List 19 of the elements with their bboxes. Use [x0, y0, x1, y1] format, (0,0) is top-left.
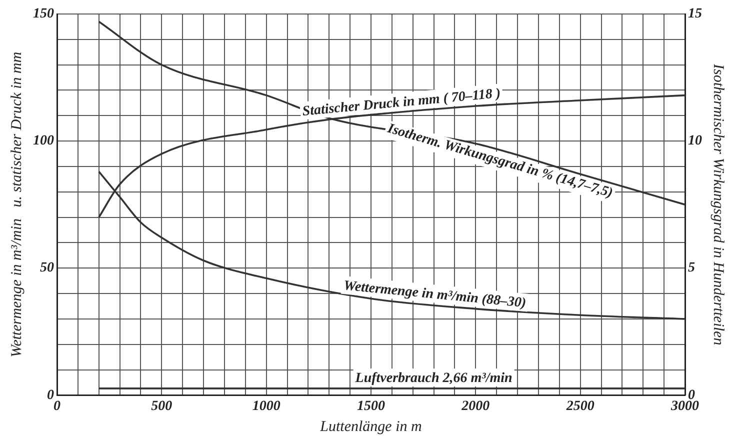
y-tick-label: 150: [33, 6, 54, 22]
x-tick-label: 2000: [460, 399, 490, 414]
x-tick-label: 3000: [670, 399, 699, 414]
text: Wettermenge in m³/min (88–30): [342, 278, 527, 312]
y-axis-title: Wettermenge in m³/min u. statischer Druck in mm: [8, 52, 25, 358]
x-axis-title: Luttenlänge in m: [319, 418, 422, 435]
x-tick-label: 500: [151, 399, 172, 414]
series-label: Luftverbrauch 2,66 m³/min: [354, 371, 513, 386]
y-tick-label: 100: [33, 134, 54, 149]
text: Statischer Druck in mm ( 70–118 ): [302, 86, 502, 120]
y2-axis-title: Isothermischer Wirkungsgrad in Hundertteilen: [710, 62, 726, 346]
x-tick-label: 1500: [357, 399, 385, 414]
x-tick-label: 1000: [252, 399, 280, 414]
x-tick-label: 2500: [565, 399, 594, 414]
y-tick-label: 0: [47, 388, 54, 403]
y2-tick-label: 5: [688, 260, 695, 276]
y2-tick-label: 15: [688, 6, 702, 22]
y-tick-label: 50: [40, 260, 54, 276]
y2-tick-label: 10: [688, 134, 702, 149]
